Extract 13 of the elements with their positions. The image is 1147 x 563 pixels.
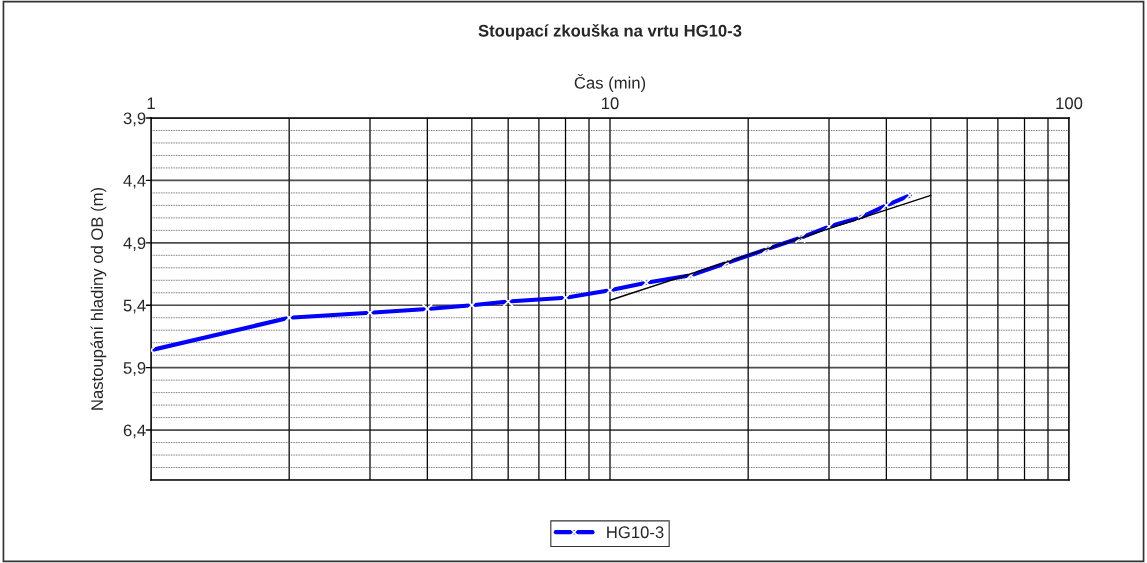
y-tick-label: 5,4 (123, 299, 146, 314)
y-axis-title: Nastoupání hladiny od OB (m) (90, 187, 107, 410)
x-axis-title: Čas (min) (574, 74, 646, 93)
x-tick-label: 10 (602, 97, 619, 110)
y-tick-label: 4,9 (123, 237, 146, 251)
legend-label: HG10-3 (607, 526, 664, 539)
y-tick-label: 6,4 (123, 424, 146, 439)
x-tick-label: 100 (1056, 97, 1083, 110)
y-tick-label: 3,9 (123, 112, 146, 127)
y-tick-label: 4,4 (123, 174, 146, 189)
y-tick-label: 5,9 (123, 362, 146, 376)
chart-title: Stoupací zkouška na vrtu HG10-3 (478, 24, 742, 40)
x-tick-label: 1 (147, 97, 155, 109)
